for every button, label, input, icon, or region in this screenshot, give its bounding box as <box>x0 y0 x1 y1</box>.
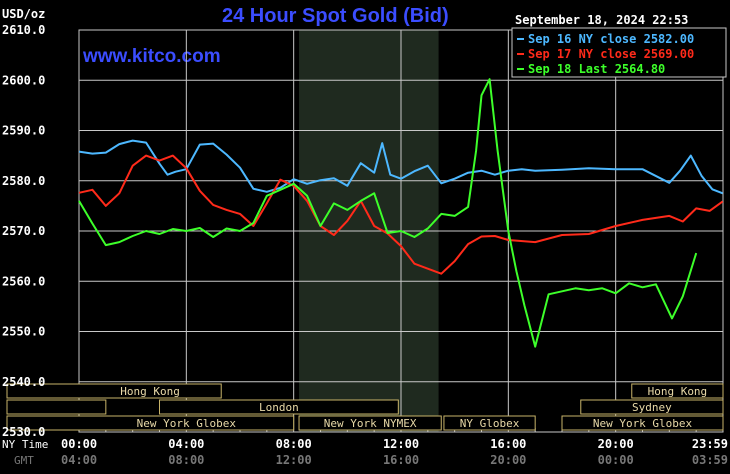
timestamp: September 18, 2024 22:53 <box>515 13 688 27</box>
x-tick-label-ny: 04:00 <box>168 437 204 451</box>
x-tick-label-ny: 16:00 <box>490 437 526 451</box>
y-tick-label: 2560.0 <box>2 274 45 288</box>
series-line-2 <box>78 78 698 348</box>
x-tick-label-ny: 20:00 <box>598 437 634 451</box>
market-label: New York NYMEX <box>324 417 417 430</box>
market-bar <box>298 415 442 431</box>
market-session: New York Globex <box>6 415 295 431</box>
x-tick-label-gmt: 12:00 <box>276 453 312 467</box>
x-tick-label-gmt: 00:00 <box>598 453 634 467</box>
market-label: London <box>259 401 299 414</box>
market-sessions: Hong Kong London New York Globex New York N… <box>6 383 724 431</box>
x-tick-label-gmt: 04:00 <box>61 453 97 467</box>
x-tick-label-ny: 08:00 <box>276 437 312 451</box>
market-session <box>6 399 107 415</box>
market-session: New York Globex <box>561 415 724 431</box>
market-bar <box>6 415 295 431</box>
series-lines <box>78 78 724 348</box>
y-axis-unit-label: USD/oz <box>2 7 45 21</box>
market-bar <box>561 415 724 431</box>
market-session: London <box>159 399 399 415</box>
y-tick-label: 2580.0 <box>2 174 45 188</box>
market-bar <box>159 399 399 415</box>
y-tick-label: 2540.0 <box>2 375 45 389</box>
market-label: Sydney <box>632 401 672 414</box>
market-bar <box>6 399 107 415</box>
market-session: NY Globex <box>443 415 536 431</box>
y-tick-label: 2530.0 <box>2 425 45 439</box>
market-label: New York Globex <box>137 417 237 430</box>
x-tick-label-ny: 00:00 <box>61 437 97 451</box>
market-session: Sydney <box>580 399 724 415</box>
market-bar <box>631 383 724 399</box>
y-axis: 2530.0 2540.0 2550.0 2560.0 2570.0 2580.0 2590… <box>2 23 45 439</box>
market-label: Hong Kong <box>648 385 708 398</box>
x-tick-label-gmt: 08:00 <box>168 453 204 467</box>
legend-entry: Sep 16 NY close 2582.00 <box>528 32 694 46</box>
brand-watermark: www.kitco.com <box>82 46 221 67</box>
x-tick-label-ny: 23:59 <box>692 437 728 451</box>
market-bar <box>443 415 536 431</box>
y-tick-label: 2570.0 <box>2 224 45 238</box>
market-session: New York NYMEX <box>298 415 442 431</box>
x-tick-label-gmt: 03:59 <box>692 453 728 467</box>
legend-box <box>511 27 727 78</box>
market-session: Hong Kong <box>631 383 724 399</box>
x-tick-label-ny: 12:00 <box>383 437 419 451</box>
x-axis: 00:00 04:00 04:00 08:00 08:00 12:00 12:00 16:00… <box>61 437 728 467</box>
y-tick-label: 2600.0 <box>2 73 45 87</box>
market-label: NY Globex <box>460 417 520 430</box>
market-bar <box>580 399 724 415</box>
y-tick-label: 2550.0 <box>2 325 45 339</box>
series-line-0 <box>78 139 724 195</box>
x-tick-label-gmt: 20:00 <box>490 453 526 467</box>
gmt-label: GMT <box>14 454 34 467</box>
market-session: Hong Kong <box>6 383 222 399</box>
legend-entry: Sep 18 Last 2564.80 <box>528 62 665 76</box>
x-tick-label-gmt: 16:00 <box>383 453 419 467</box>
market-label: Hong Kong <box>120 385 180 398</box>
market-bar <box>6 383 222 399</box>
y-tick-label: 2590.0 <box>2 124 45 138</box>
y-tick-label: 2610.0 <box>2 23 45 37</box>
legend-entry: Sep 17 NY close 2569.00 <box>528 47 694 61</box>
ny-time-label: NY Time <box>2 438 48 451</box>
market-label: New York Globex <box>593 417 693 430</box>
chart-title: 24 Hour Spot Gold (Bid) <box>222 5 449 27</box>
grid <box>78 29 724 433</box>
